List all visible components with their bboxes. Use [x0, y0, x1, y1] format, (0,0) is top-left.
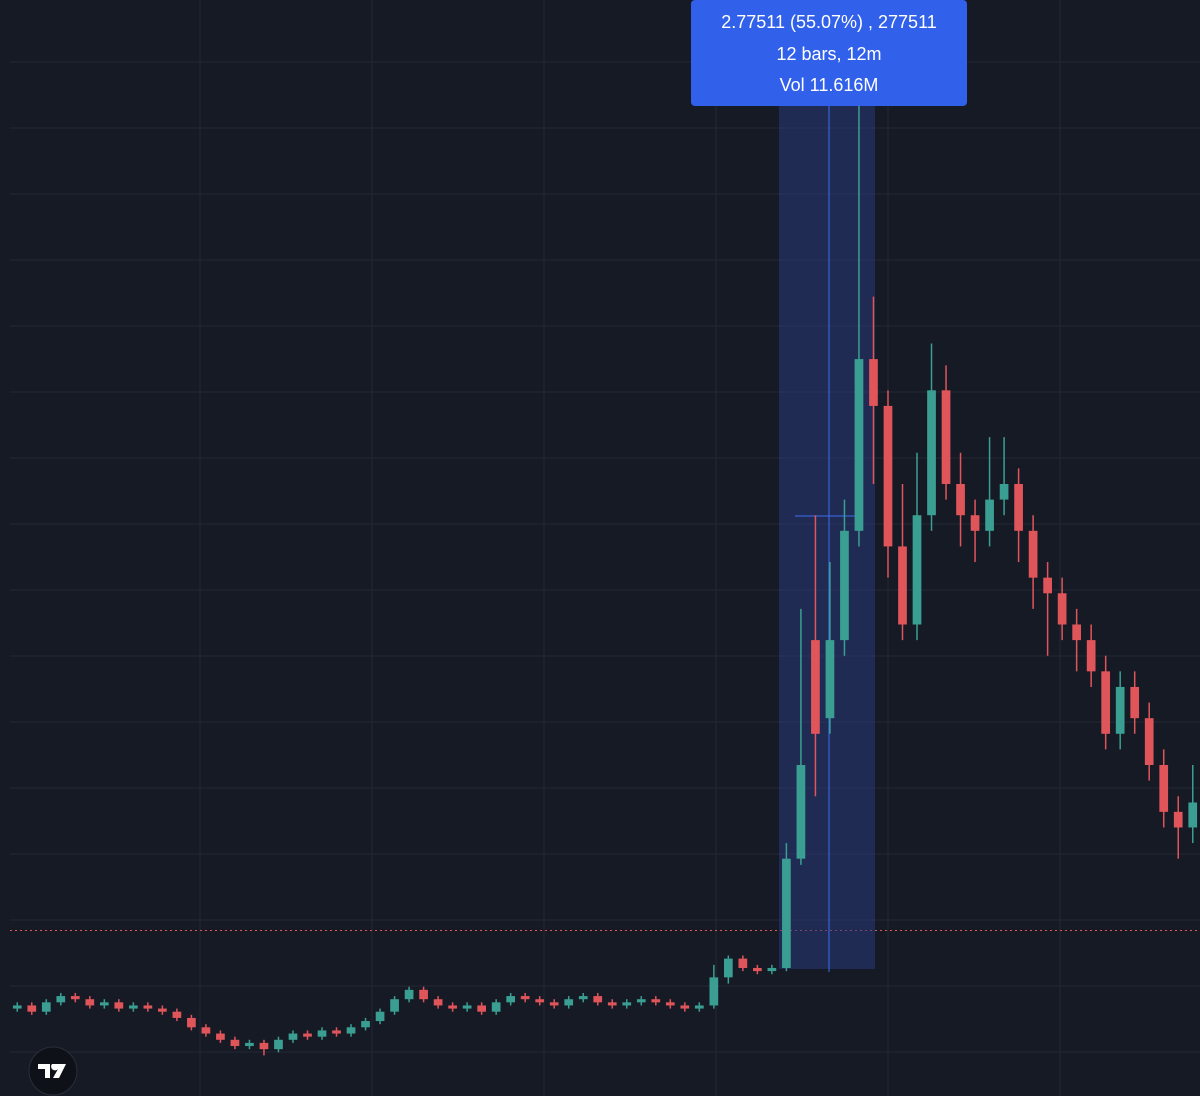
- candle-body: [303, 1033, 312, 1037]
- candle-body: [694, 1005, 704, 1009]
- candle-body: [70, 996, 80, 1000]
- candle-body: [651, 999, 661, 1003]
- candle-body: [680, 1005, 690, 1009]
- candle-body: [129, 1005, 138, 1009]
- candle-body: [506, 996, 516, 1003]
- candle-body: [419, 989, 428, 1000]
- candle-body: [27, 1005, 37, 1012]
- candle-body: [709, 977, 719, 1006]
- candle-body: [796, 765, 806, 859]
- candle-body: [201, 1027, 211, 1034]
- candle-body: [1173, 811, 1183, 828]
- candle-body: [912, 515, 922, 625]
- candle-body: [433, 999, 443, 1006]
- candle-body: [41, 1002, 51, 1012]
- candle-body: [985, 499, 994, 531]
- candle-body: [999, 483, 1009, 500]
- candle-body: [1057, 593, 1067, 625]
- tooltip-text: 2.77511 (55.07%) , 277511: [721, 12, 937, 32]
- candle-body: [753, 967, 762, 972]
- candle-body: [1043, 577, 1052, 594]
- candle-body: [477, 1005, 486, 1012]
- candle-body: [941, 390, 951, 484]
- candle-body: [927, 390, 936, 516]
- candle-body: [665, 1002, 675, 1006]
- grid: [10, 0, 1200, 1096]
- measure-range: [779, 105, 875, 969]
- candle-body: [491, 1002, 501, 1012]
- candle-body: [448, 1005, 457, 1009]
- candle-body: [216, 1033, 225, 1040]
- candle-body: [245, 1042, 254, 1047]
- candle-body: [956, 483, 965, 516]
- candle-body: [317, 1030, 327, 1037]
- candle-body: [738, 958, 748, 968]
- candle-body: [724, 958, 733, 978]
- candle-body: [1101, 671, 1111, 734]
- candle-body: [346, 1027, 356, 1034]
- candle-body: [158, 1008, 167, 1012]
- candle-body: [1086, 640, 1096, 672]
- candle-body: [1159, 765, 1169, 812]
- candle-body: [883, 405, 893, 547]
- tooltip-text: Vol 11.616M: [780, 75, 879, 95]
- candle-body: [549, 1002, 559, 1006]
- candle-body: [259, 1042, 269, 1050]
- candle-body: [361, 1021, 370, 1028]
- candle-body: [825, 640, 835, 719]
- candle-body: [172, 1011, 182, 1018]
- candle-body: [593, 996, 603, 1003]
- candle-body: [535, 999, 545, 1003]
- candle-body: [1130, 686, 1140, 719]
- candle-body: [114, 1002, 124, 1009]
- candle-body: [636, 999, 646, 1003]
- candle-body: [99, 1002, 109, 1006]
- candle-body: [288, 1033, 298, 1040]
- candles: [12, 0, 1198, 1056]
- candle-body: [854, 359, 864, 531]
- candle-body: [869, 359, 878, 406]
- candle-body: [56, 996, 66, 1003]
- candle-body: [332, 1030, 341, 1034]
- candle-body: [85, 999, 95, 1006]
- candle-body: [970, 515, 980, 531]
- candle-body: [187, 1017, 196, 1028]
- tooltip-text: 12 bars, 12m: [776, 44, 881, 64]
- candle-body: [1115, 686, 1125, 734]
- candle-body: [811, 640, 820, 734]
- candle-body: [898, 546, 907, 625]
- candle-body: [230, 1039, 240, 1047]
- candle-body: [1188, 802, 1198, 828]
- candle-body: [1144, 718, 1154, 766]
- candle-body: [622, 1002, 632, 1006]
- candle-body: [578, 996, 588, 1000]
- candle-body: [782, 858, 791, 968]
- candle-body: [12, 1005, 22, 1009]
- candle-body: [1072, 624, 1081, 641]
- candle-body: [767, 967, 777, 972]
- candle-body: [462, 1005, 472, 1009]
- candle-body: [375, 1011, 385, 1022]
- candle-body: [607, 1002, 617, 1006]
- candle-body: [1014, 483, 1023, 531]
- candle-body: [1028, 530, 1038, 578]
- candle-body: [520, 996, 530, 1000]
- candle-body: [274, 1039, 283, 1050]
- logo: [28, 1046, 78, 1096]
- candle-body: [564, 999, 574, 1006]
- measure-tooltip: [691, 0, 967, 106]
- candle-body: [143, 1005, 153, 1009]
- candle-body: [840, 530, 849, 641]
- candle-body: [390, 999, 399, 1012]
- candle-body: [404, 989, 414, 1000]
